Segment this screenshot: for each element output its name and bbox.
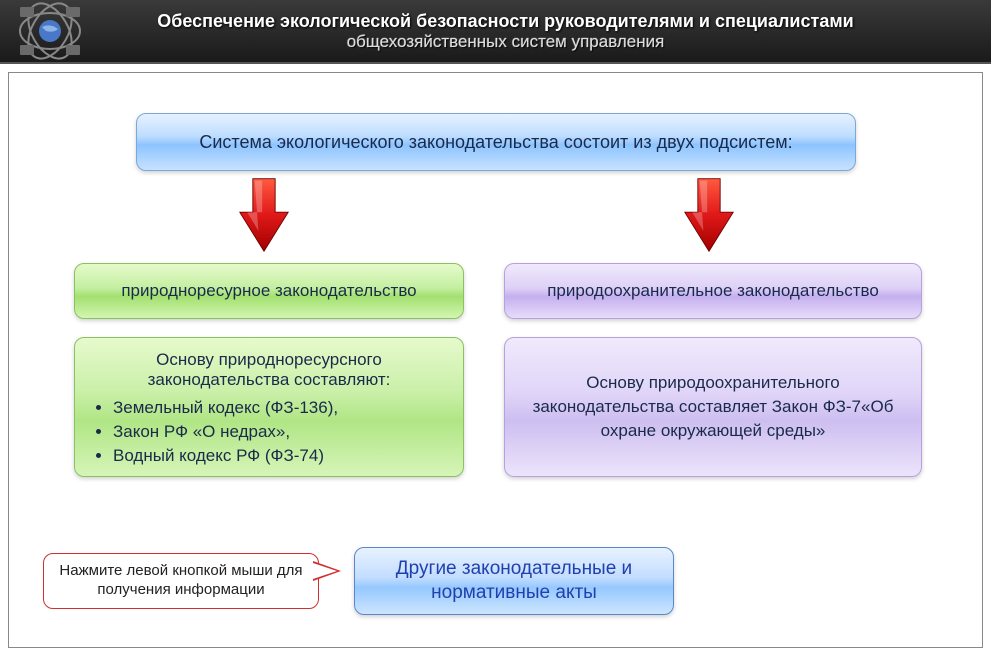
left-detail-node: Основу природноресурсного законодательст…: [74, 337, 464, 477]
root-node: Система экологического законодательства …: [136, 113, 856, 171]
right-detail-node: Основу природоохранительного законодател…: [504, 337, 922, 477]
list-item: Земельный кодекс (ФЗ-136),: [113, 396, 445, 420]
list-item: Закон РФ «О недрах»,: [113, 420, 445, 444]
hint-text: Нажмите левой кнопкой мыши для получения…: [54, 562, 308, 600]
left-branch-node: природноресурное законодательство: [74, 263, 464, 319]
left-detail-intro: Основу природноресурсного законодательст…: [93, 350, 445, 390]
right-branch-node: природоохранительное законодательство: [504, 263, 922, 319]
diagram-canvas: Система экологического законодательства …: [8, 72, 983, 648]
page-subtitle: общехозяйственных систем управления: [90, 32, 921, 52]
header-bar: Обеспечение экологической безопасности р…: [0, 0, 991, 64]
right-detail-text: Основу природоохранительного законодател…: [519, 371, 907, 442]
left-branch-label: природноресурное законодательство: [121, 281, 416, 301]
arrow-down-left-icon: [234, 175, 294, 255]
logo-icon: [10, 1, 90, 61]
header-text: Обеспечение экологической безопасности р…: [90, 11, 981, 52]
hint-callout: Нажмите левой кнопкой мыши для получения…: [43, 553, 319, 609]
callout-tail-inner-icon: [313, 563, 337, 579]
page-title: Обеспечение экологической безопасности р…: [90, 11, 921, 32]
other-acts-button[interactable]: Другие законодательные и нормативные акт…: [354, 547, 674, 615]
right-branch-label: природоохранительное законодательство: [547, 281, 879, 301]
left-detail-list: Земельный кодекс (ФЗ-136), Закон РФ «О н…: [93, 396, 445, 467]
other-acts-label: Другие законодательные и нормативные акт…: [369, 557, 659, 605]
arrow-down-right-icon: [679, 175, 739, 255]
list-item: Водный кодекс РФ (ФЗ-74): [113, 444, 445, 468]
root-node-text: Система экологического законодательства …: [199, 132, 792, 153]
